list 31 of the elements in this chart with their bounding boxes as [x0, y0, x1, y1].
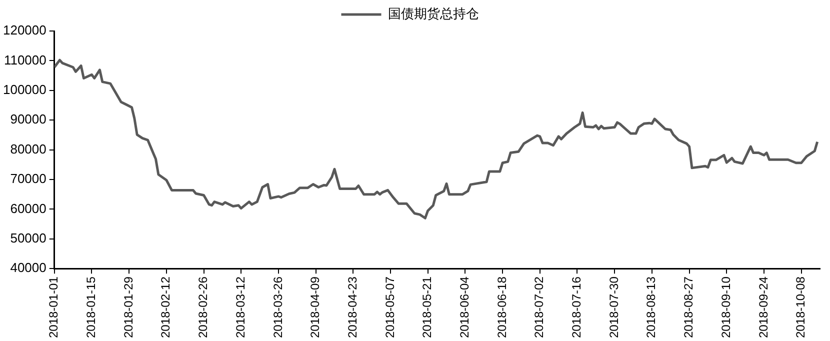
y-tick-label: 100000 [2, 82, 46, 97]
x-tick-label: 2018-05-21 [420, 276, 434, 338]
x-tick-label: 2018-01-29 [121, 276, 136, 338]
x-tick-label: 2018-08-13 [644, 276, 658, 338]
y-tick-label: 60000 [10, 200, 46, 216]
x-tick-label: 2018-01-01 [46, 276, 61, 338]
x-tick-label: 2018-10-08 [794, 276, 808, 338]
y-tick-label: 50000 [10, 230, 46, 246]
y-tick-label: 40000 [10, 260, 46, 276]
y-tick-label: 80000 [10, 141, 46, 156]
x-tick-label: 2018-06-04 [458, 276, 472, 338]
x-tick-label: 2018-04-23 [345, 276, 360, 338]
y-tick-label: 120000 [2, 22, 46, 38]
x-tick-label: 2018-03-12 [233, 276, 248, 338]
x-tick-label: 2018-05-07 [382, 276, 397, 338]
x-tick-label: 2018-01-15 [84, 276, 98, 338]
x-tick-label: 2018-04-09 [308, 276, 322, 338]
y-tick-label: 110000 [4, 52, 46, 68]
legend-label: 国债期货总持仓 [388, 6, 479, 22]
y-tick-label: 90000 [10, 112, 46, 127]
x-tick-label: 2018-07-02 [532, 276, 546, 338]
x-tick-label: 2018-02-12 [158, 276, 173, 338]
x-tick-label: 2018-06-18 [494, 276, 509, 338]
y-tick-label: 70000 [10, 171, 46, 186]
x-tick-label: 2018-09-24 [756, 276, 770, 338]
x-tick-label: 2018-03-26 [270, 276, 285, 338]
x-tick-label: 2018-08-27 [682, 276, 696, 338]
x-tick-label: 2018-09-10 [718, 276, 733, 338]
x-tick-label: 2018-07-16 [570, 276, 584, 338]
x-tick-label: 2018-07-30 [606, 276, 621, 338]
x-tick-label: 2018-02-26 [196, 276, 210, 338]
